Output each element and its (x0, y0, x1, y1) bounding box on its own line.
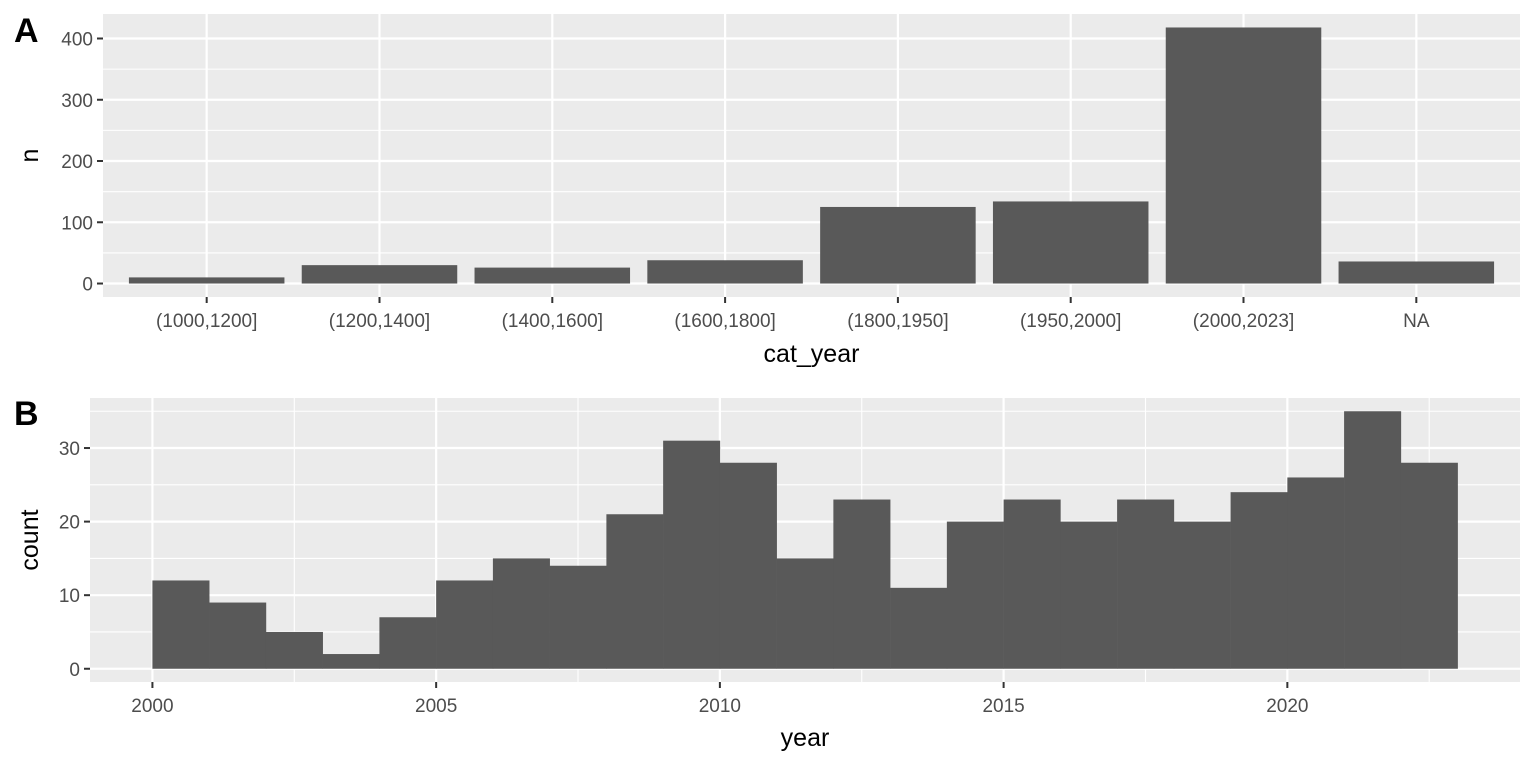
x-tick-label: (1000,1200] (156, 311, 257, 332)
histogram-bar (719, 462, 777, 669)
bar (301, 265, 458, 284)
panel-b-x-tick-labels: 2000 2005 2010 2015 2020 (131, 696, 1308, 717)
histogram-bar (606, 514, 664, 669)
x-tick-label: (1200,1400] (329, 311, 430, 332)
y-tick-label: 100 (61, 213, 93, 234)
y-tick-label: 400 (61, 30, 93, 51)
panel-a-y-axis-title: n (16, 149, 44, 163)
y-tick-label: 0 (69, 660, 80, 681)
histogram-bar (1287, 477, 1345, 669)
bar (647, 260, 803, 284)
y-tick-label: 20 (59, 513, 80, 534)
x-tick-label: (1400,1600] (502, 311, 603, 332)
bar (820, 206, 976, 284)
y-tick-label: 10 (59, 586, 80, 607)
bar (474, 267, 631, 284)
chart-a: A (1000,1200] (1200,1400] (1400,1600] (1600… (14, 12, 1520, 368)
chart-b: B 2000 2005 2010 2015 2020 0 10 20 30 year coun… (14, 395, 1520, 752)
histogram-bar (209, 602, 267, 669)
histogram-bar (492, 558, 550, 669)
x-tick-label: (1950,2000] (1020, 311, 1121, 332)
bar (128, 277, 285, 284)
panel-a-axis-ticks (97, 37, 1418, 303)
bar (992, 201, 1149, 284)
panel-tag-b: B (14, 395, 39, 433)
panel-a-bars (128, 27, 1495, 284)
panel-a-x-tick-labels: (1000,1200] (1200,1400] (1400,1600] (1600,1… (156, 311, 1430, 332)
panel-b-x-axis-title: year (781, 724, 830, 752)
x-tick-label: NA (1403, 311, 1430, 332)
panel-b-axis-ticks (84, 447, 1289, 688)
panel-tag-a: A (14, 12, 39, 50)
histogram-bar (322, 654, 380, 669)
histogram-bar (1230, 492, 1288, 669)
histogram-bar (776, 558, 834, 669)
bar (1165, 27, 1322, 284)
histogram-bar (890, 587, 948, 669)
x-tick-label: (2000,2023] (1193, 311, 1294, 332)
x-tick-label: (1600,1800] (674, 311, 775, 332)
y-tick-label: 30 (59, 439, 80, 460)
x-tick-label: 2010 (699, 696, 741, 717)
x-tick-label: 2005 (415, 696, 457, 717)
histogram-bar (946, 521, 1004, 669)
histogram-bar (663, 440, 721, 669)
histogram-bar (265, 631, 323, 669)
y-tick-label: 200 (61, 152, 93, 173)
panel-b-bars (152, 411, 1458, 669)
histogram-bar (1344, 411, 1402, 669)
histogram-bar (1117, 499, 1175, 669)
histogram-bar (1400, 462, 1458, 669)
x-tick-label: 2000 (131, 696, 173, 717)
histogram-bar (152, 580, 210, 669)
panel-b-y-tick-labels: 0 10 20 30 (59, 439, 80, 681)
histogram-bar (1173, 521, 1231, 669)
panel-a-x-axis-title: cat_year (764, 340, 860, 368)
x-tick-label: 2020 (1266, 696, 1308, 717)
histogram-bar (549, 565, 607, 669)
histogram-bar (833, 499, 891, 669)
x-tick-label: (1800,1950] (847, 311, 948, 332)
x-tick-label: 2015 (982, 696, 1024, 717)
y-tick-label: 300 (61, 91, 93, 112)
histogram-bar (379, 617, 437, 669)
bar (1338, 261, 1495, 284)
histogram-bar (1003, 499, 1061, 669)
histogram-bar (436, 580, 494, 669)
panel-b-y-axis-title: count (16, 509, 44, 570)
panel-a-y-tick-labels: 0 100 200 300 400 (61, 30, 93, 296)
histogram-bar (1060, 521, 1118, 669)
y-tick-label: 0 (82, 275, 93, 296)
